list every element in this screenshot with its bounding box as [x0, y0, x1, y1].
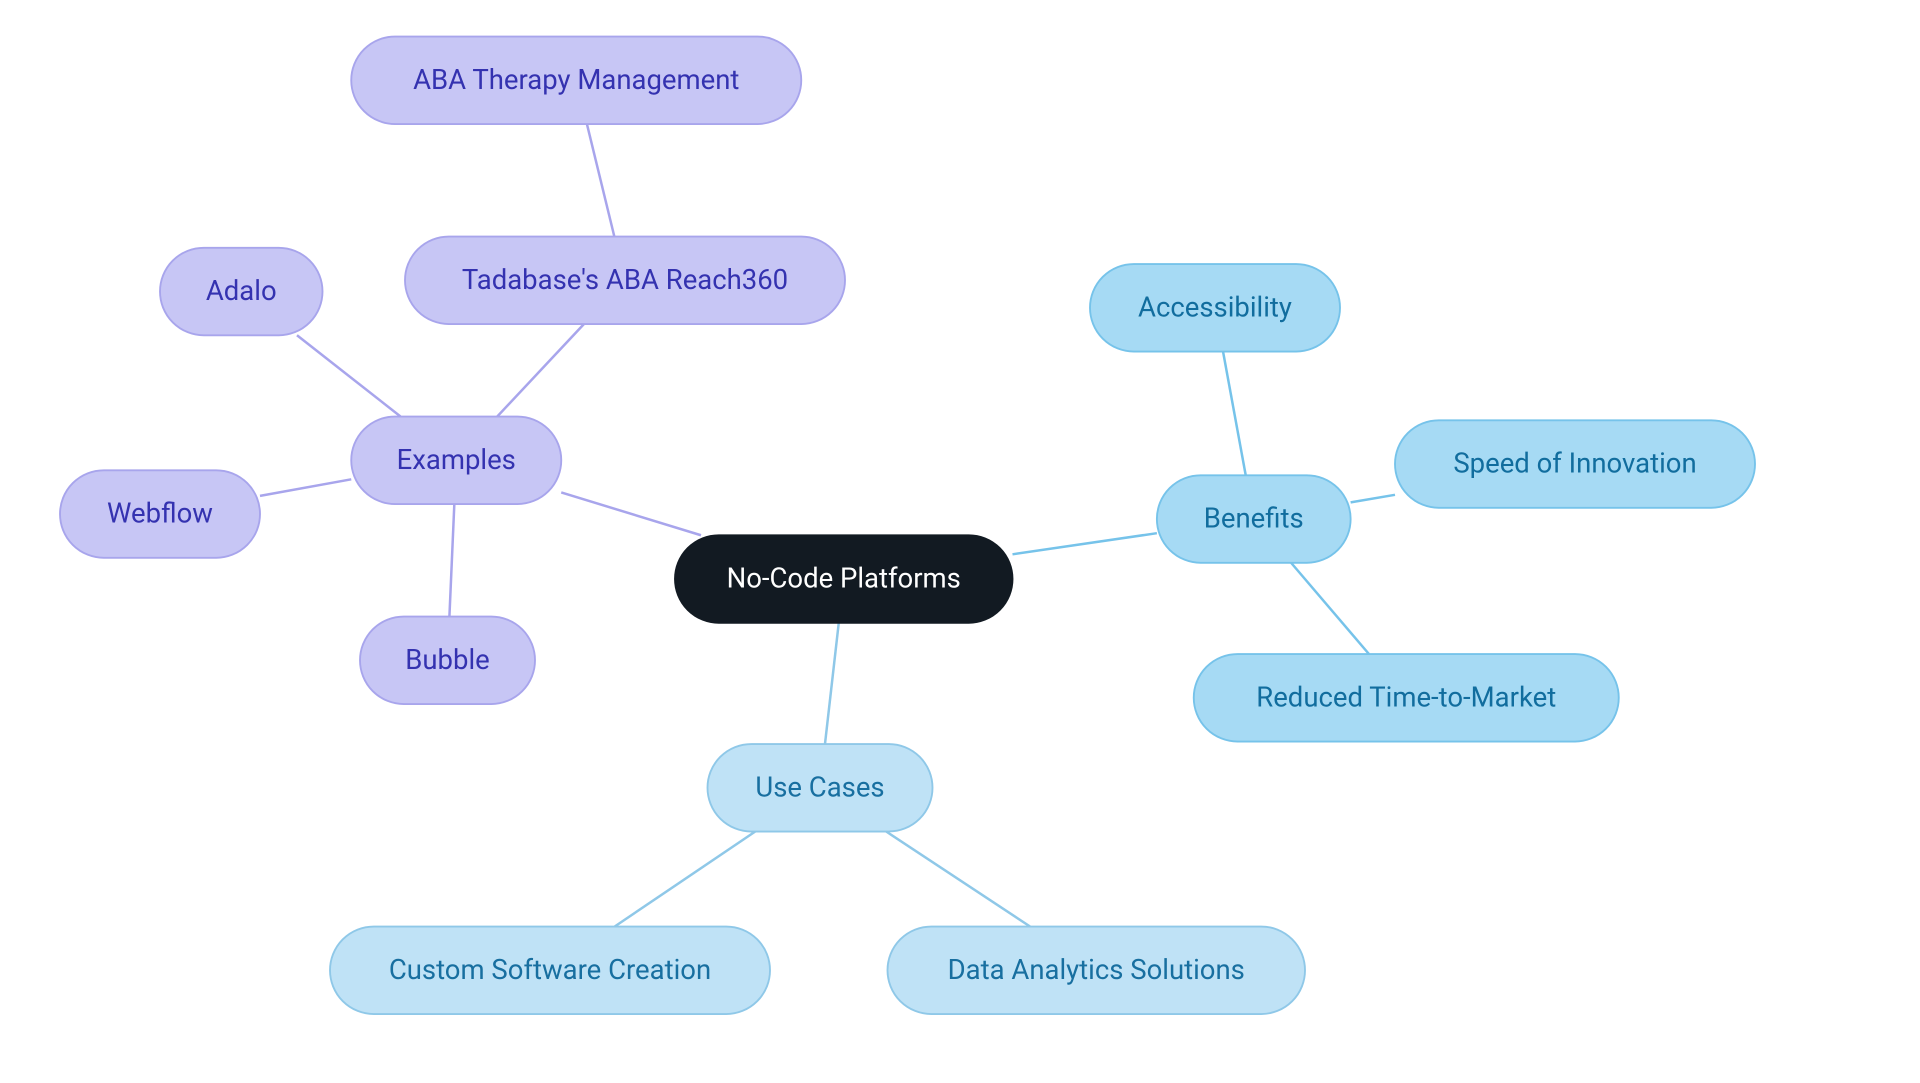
node-label-bubble: Bubble: [405, 643, 489, 676]
edge-examples-adalo: [297, 335, 401, 416]
edge-examples-webflow: [260, 479, 351, 496]
edge-benefits-reduced: [1291, 563, 1369, 654]
edge-benefits-accessibility: [1223, 352, 1246, 476]
node-bubble: Bubble: [360, 617, 535, 705]
node-aba: ABA Therapy Management: [351, 37, 801, 125]
node-label-accessibility: Accessibility: [1138, 290, 1292, 323]
node-examples: Examples: [351, 417, 561, 505]
node-usecases: Use Cases: [708, 744, 933, 832]
node-accessibility: Accessibility: [1090, 264, 1340, 352]
edge-root-examples: [561, 492, 701, 535]
node-reduced: Reduced Time-to-Market: [1194, 654, 1619, 742]
node-label-examples: Examples: [397, 443, 516, 476]
node-label-tadabase: Tadabase's ABA Reach360: [462, 263, 788, 296]
node-adalo: Adalo: [160, 248, 323, 336]
edge-usecases-custom: [615, 832, 756, 927]
node-label-usecases: Use Cases: [755, 770, 884, 803]
node-label-speed: Speed of Innovation: [1453, 447, 1696, 480]
edge-root-usecases: [825, 623, 839, 744]
edge-examples-bubble: [449, 504, 454, 617]
edge-benefits-speed: [1351, 495, 1395, 503]
node-label-webflow: Webflow: [107, 497, 213, 530]
node-benefits: Benefits: [1157, 475, 1351, 563]
node-tadabase: Tadabase's ABA Reach360: [405, 237, 845, 325]
node-label-root: No-Code Platforms: [727, 562, 961, 595]
edge-tadabase-aba: [587, 124, 614, 237]
node-label-custom: Custom Software Creation: [389, 953, 711, 986]
node-label-reduced: Reduced Time-to-Market: [1256, 680, 1556, 713]
node-label-dataanalytics: Data Analytics Solutions: [948, 953, 1245, 986]
nodes-layer: No-Code Platforms Examples Adalo Tadabase's…: [60, 37, 1755, 1015]
mindmap-diagram: No-Code Platforms Examples Adalo Tadabase's…: [0, 0, 1920, 1083]
edge-examples-tadabase: [497, 324, 584, 417]
edge-usecases-dataanalytics: [886, 832, 1030, 927]
node-dataanalytics: Data Analytics Solutions: [888, 927, 1306, 1015]
node-label-adalo: Adalo: [206, 274, 277, 307]
edge-root-benefits: [1013, 533, 1157, 554]
node-root: No-Code Platforms: [675, 535, 1013, 623]
node-speed: Speed of Innovation: [1395, 420, 1755, 508]
node-label-aba: ABA Therapy Management: [413, 63, 739, 96]
node-custom: Custom Software Creation: [330, 927, 770, 1015]
node-webflow: Webflow: [60, 470, 260, 558]
node-label-benefits: Benefits: [1204, 502, 1304, 535]
